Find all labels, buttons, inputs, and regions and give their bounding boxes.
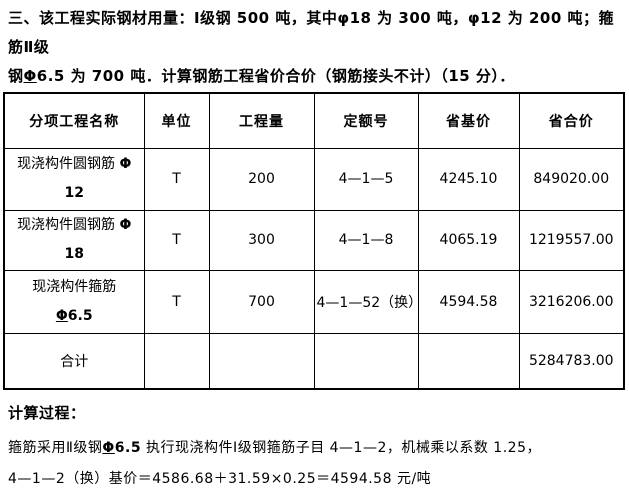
item-name-cell: 现浇构件圆钢筋 Φ 12 (3, 147, 145, 211)
item-name-cell: 现浇构件圆钢筋 Φ 18 (3, 209, 145, 271)
empty-cell (417, 332, 520, 390)
base-price-cell: 4594.58 (417, 269, 520, 334)
col-header-base-price: 省基价 (417, 92, 520, 149)
col-header-quantity: 工程量 (208, 92, 315, 149)
col-header-total-price: 省合价 (518, 92, 625, 149)
calc-line1-pre: 箍筋采用Ⅱ级钢 (8, 440, 103, 456)
quantity-cell: 700 (208, 269, 315, 334)
calc-line1-post: 执行现浇构件Ⅰ级钢箍筋子目 4—1—2，机械乘以系数 1.25， (141, 440, 541, 456)
unit-cell: T (143, 269, 210, 334)
calc-title: 计算过程： (8, 404, 86, 422)
item-name-text: 现浇构件圆钢筋 (17, 217, 120, 233)
heading-line2-pre: 钢 (8, 67, 24, 85)
table-row-phi18: 现浇构件圆钢筋 Φ 18 T 300 4—1—8 4065.19 1219557… (3, 209, 625, 271)
item-name-text: 现浇构件箍筋 (32, 278, 117, 295)
item-name-cell: 现浇构件箍筋 Φ6.5 (3, 269, 145, 334)
heading-line-2: 钢Φ6.5 为 700 吨．计算钢筋工程省价合价（钢筋接头不计）（15 分）． (8, 62, 627, 91)
base-price-cell: 4245.10 (417, 147, 520, 211)
empty-cell (208, 332, 315, 390)
item-size: 12 (64, 185, 84, 201)
phi-symbol: Φ (23, 67, 37, 85)
phi-symbol: Φ (119, 217, 132, 233)
quantity-cell: 300 (208, 209, 315, 271)
calc-section: 计算过程： 箍筋采用Ⅱ级钢Φ6.5 执行现浇构件Ⅰ级钢箍筋子目 4—1—2，机械… (8, 402, 627, 489)
question-heading: 三、该工程实际钢材用量：Ⅰ级钢 500 吨，其中φ18 为 300 吨，φ12 … (8, 4, 627, 91)
item-size: 6.5 (67, 307, 93, 324)
total-price-cell: 849020.00 (518, 147, 625, 211)
empty-cell (313, 332, 419, 390)
table-total-row: 合计 5284783.00 (3, 332, 625, 390)
quota-no-cell: 4—1—8 (313, 209, 419, 271)
calc-size: 6.5 (114, 440, 142, 456)
empty-cell (143, 332, 210, 390)
grand-total-cell: 5284783.00 (518, 332, 625, 390)
col-header-quota-no: 定额号 (313, 92, 419, 149)
item-size: 18 (64, 246, 84, 262)
unit-cell: T (143, 209, 210, 271)
total-price-cell: 1219557.00 (518, 209, 625, 271)
item-name-text: 现浇构件圆钢筋 (17, 156, 120, 172)
unit-cell: T (143, 147, 210, 211)
rebar-cost-table: 分项工程名称 单位 工程量 定额号 省基价 省合价 现浇构件圆钢筋 Φ 12 T… (3, 92, 625, 390)
quantity-cell: 200 (208, 147, 315, 211)
phi-symbol: Φ (119, 156, 132, 172)
col-header-unit: 单位 (143, 92, 210, 149)
quota-no-cell: 4—1—5 (313, 147, 419, 211)
calc-line-1: 箍筋采用Ⅱ级钢Φ6.5 执行现浇构件Ⅰ级钢箍筋子目 4—1—2，机械乘以系数 1… (8, 438, 627, 458)
phi-symbol: Φ (102, 440, 115, 456)
total-label-cell: 合计 (3, 332, 145, 390)
base-price-cell: 4065.19 (417, 209, 520, 271)
col-header-item-name: 分项工程名称 (3, 92, 145, 149)
phi-symbol: Φ (55, 307, 68, 324)
heading-line2-post: 6.5 为 700 吨．计算钢筋工程省价合价（钢筋接头不计）（15 分）． (36, 67, 515, 85)
quota-no-cell: 4—1—52（换） (313, 269, 419, 334)
table-row-stirrup-phi6-5: 现浇构件箍筋 Φ6.5 T 700 4—1—52（换） 4594.58 3216… (3, 269, 625, 334)
heading-line-1: 三、该工程实际钢材用量：Ⅰ级钢 500 吨，其中φ18 为 300 吨，φ12 … (8, 9, 615, 56)
calc-line-2: 4—1—2（换）基价＝4586.68＋31.59×0.25＝4594.58 元/… (8, 471, 432, 487)
total-price-cell: 3216206.00 (518, 269, 625, 334)
table-row-phi12: 现浇构件圆钢筋 Φ 12 T 200 4—1—5 4245.10 849020.… (3, 147, 625, 211)
table-header-row: 分项工程名称 单位 工程量 定额号 省基价 省合价 (3, 92, 625, 149)
